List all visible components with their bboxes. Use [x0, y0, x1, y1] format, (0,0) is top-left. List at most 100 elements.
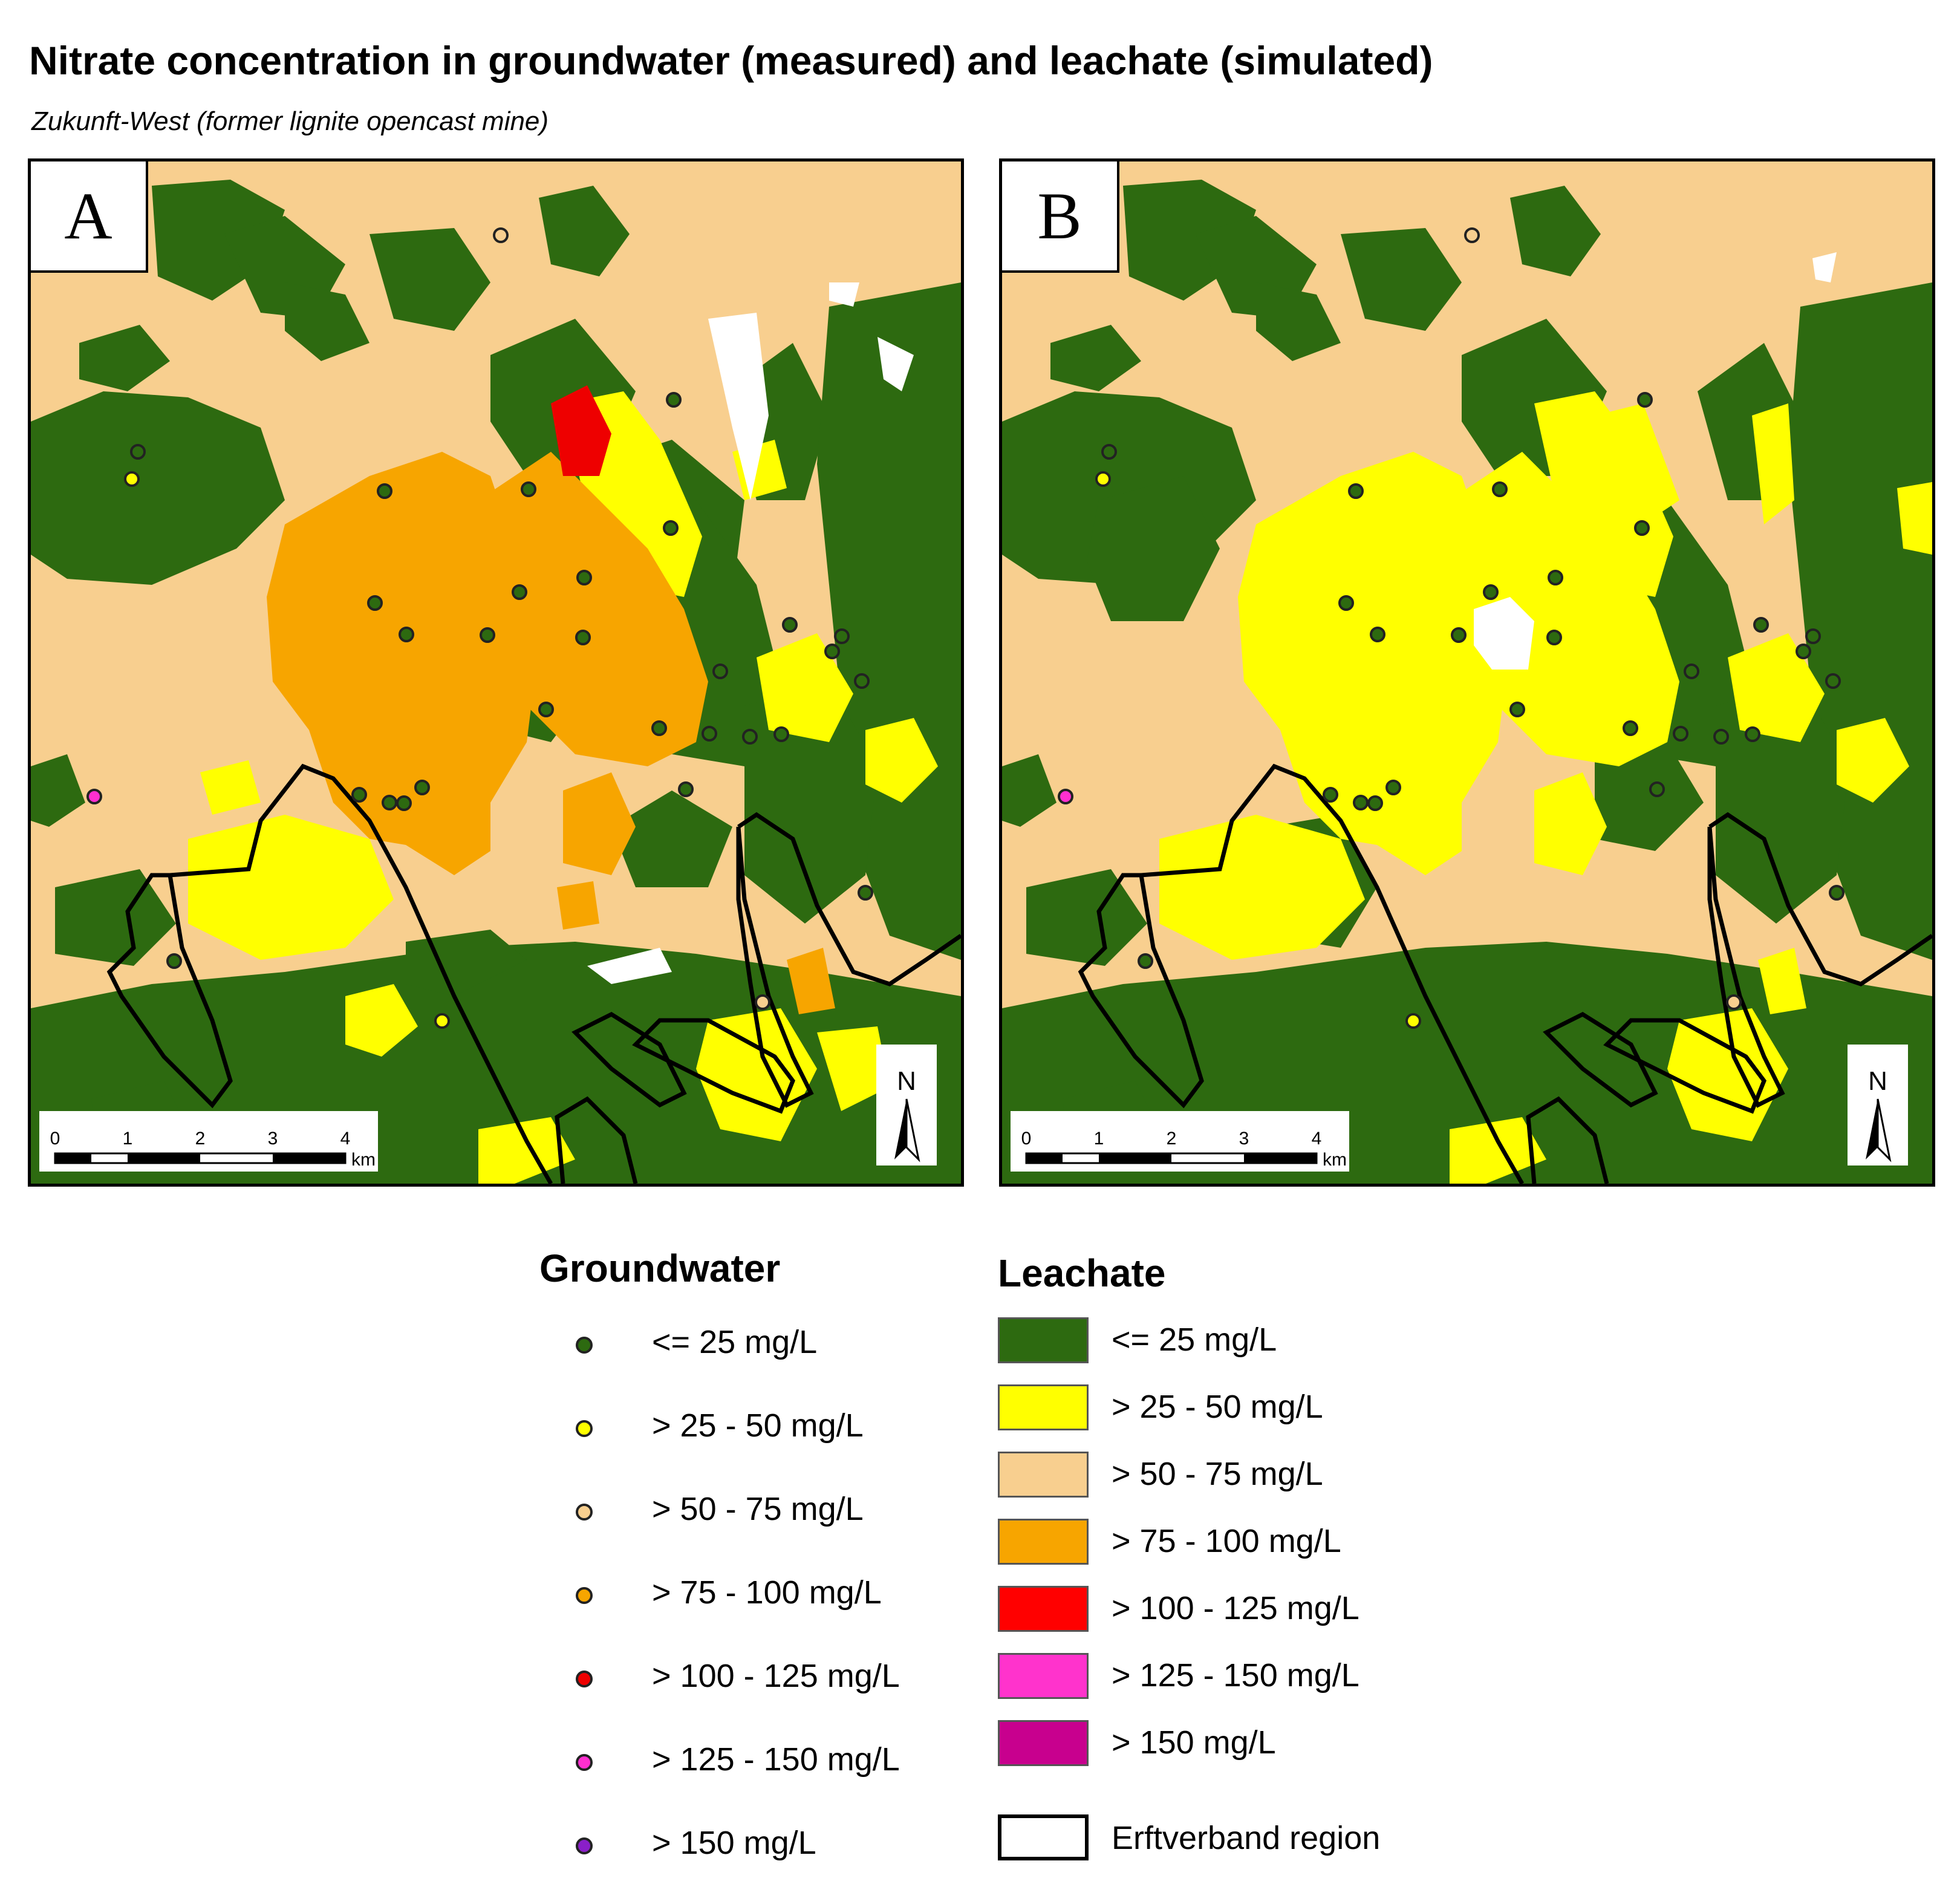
well-point	[702, 726, 717, 742]
well-point	[414, 780, 430, 795]
well-point	[493, 227, 509, 243]
well-point	[480, 627, 495, 643]
well-point	[575, 630, 591, 645]
zone-25-50	[1159, 391, 1932, 1184]
well-point	[742, 729, 758, 745]
legend-leachate-swatch	[998, 1384, 1089, 1430]
scale-tick: 3	[268, 1129, 278, 1149]
well-point	[1726, 994, 1742, 1010]
well-point	[1623, 720, 1638, 736]
well-point	[1058, 789, 1073, 804]
legend-groundwater-marker	[576, 1754, 593, 1771]
well-point	[1353, 795, 1369, 810]
legend-groundwater-marker	[576, 1671, 593, 1687]
map-panel-b[interactable]: 0 1 2 3 4 km N B	[999, 158, 1935, 1187]
legend-groundwater-title: Groundwater	[539, 1247, 781, 1290]
well-point	[1829, 885, 1844, 901]
legend-region-swatch	[998, 1814, 1089, 1860]
legend-groundwater-label: > 50 - 75 mg/L	[652, 1491, 864, 1527]
legend-leachate-label: > 150 mg/L	[1112, 1724, 1276, 1761]
groundwater-points[interactable]	[86, 227, 873, 1029]
legend-groundwater-marker	[576, 1337, 593, 1354]
erftverband-outline	[106, 763, 961, 1184]
legend-groundwater-marker	[576, 1587, 593, 1604]
well-point	[399, 627, 414, 642]
zone-100-125	[551, 385, 611, 476]
scale-tick: 3	[1239, 1129, 1249, 1149]
legend-groundwater-label: > 25 - 50 mg/L	[652, 1407, 864, 1444]
well-point	[521, 481, 536, 497]
scale-tick: 1	[123, 1129, 133, 1149]
well-point	[651, 720, 667, 736]
zone-no-data	[1474, 252, 1837, 670]
well-point	[1323, 787, 1338, 803]
well-point	[1509, 702, 1525, 717]
well-point	[782, 617, 798, 633]
well-point	[824, 644, 840, 659]
map-b-canvas: 0 1 2 3 4 km N	[1002, 161, 1932, 1184]
well-point	[1548, 570, 1563, 585]
well-point	[576, 570, 592, 585]
well-point	[1370, 627, 1385, 642]
legend-leachate-label: > 75 - 100 mg/L	[1112, 1523, 1341, 1559]
scalebar	[1011, 1111, 1349, 1172]
well-point	[1451, 627, 1467, 643]
legend-groundwater-label: > 125 - 150 mg/L	[652, 1741, 900, 1778]
scale-tick: 4	[1312, 1129, 1322, 1149]
well-point	[1385, 780, 1401, 795]
well-point	[854, 673, 870, 689]
well-point	[773, 726, 789, 742]
scale-tick: 0	[50, 1129, 60, 1149]
north-label: N	[897, 1066, 916, 1096]
well-point	[396, 795, 412, 811]
map-panel-a[interactable]: 0 1 2 3 4 km N A	[28, 158, 964, 1187]
well-point	[1405, 1013, 1421, 1029]
well-point	[377, 483, 392, 499]
legend-region-label: Erftverband region	[1112, 1820, 1381, 1856]
legend-leachate-swatch	[998, 1452, 1089, 1498]
north-label: N	[1868, 1066, 1887, 1096]
legend-groundwater-marker	[576, 1837, 593, 1854]
well-point	[124, 471, 140, 487]
well-point	[1367, 795, 1383, 811]
legend-leachate-swatch	[998, 1519, 1089, 1565]
scale-tick: 2	[1167, 1129, 1177, 1149]
zone-le-25	[31, 180, 961, 1184]
well-point	[367, 595, 383, 611]
legend-groundwater-label: > 75 - 100 mg/L	[652, 1574, 882, 1611]
well-point	[130, 444, 146, 460]
well-point	[1805, 628, 1821, 644]
well-point	[1649, 781, 1665, 797]
figure-subtitle: Zukunft-West (former lignite opencast mi…	[31, 106, 549, 136]
well-point	[1338, 595, 1354, 611]
legend-leachate-swatch	[998, 1317, 1089, 1363]
well-point	[1464, 227, 1480, 243]
legend-leachate-label: > 125 - 150 mg/L	[1112, 1657, 1359, 1694]
north-arrow	[876, 1045, 937, 1165]
well-point	[834, 628, 850, 644]
legend-groundwater-marker	[576, 1504, 593, 1521]
well-point	[1637, 392, 1653, 408]
well-point	[1825, 673, 1841, 689]
well-point	[666, 392, 682, 408]
legend-leachate-swatch	[998, 1586, 1089, 1632]
well-point	[86, 789, 102, 804]
legend-groundwater-label: <= 25 mg/L	[652, 1324, 818, 1360]
legend-groundwater-marker	[576, 1420, 593, 1437]
well-point	[1101, 444, 1117, 460]
groundwater-points[interactable]	[1058, 227, 1844, 1029]
well-point	[755, 994, 770, 1010]
legend-groundwater-label: > 100 - 125 mg/L	[652, 1658, 900, 1694]
scale-unit: km	[1323, 1150, 1347, 1170]
well-point	[858, 885, 873, 901]
legend-leachate-swatch	[998, 1720, 1089, 1766]
well-point	[678, 781, 694, 797]
well-point	[1492, 481, 1508, 497]
map-a-canvas: 0 1 2 3 4 km N	[31, 161, 961, 1184]
well-point	[1745, 726, 1760, 742]
well-point	[538, 702, 554, 717]
legend-groundwater-label: > 150 mg/L	[652, 1825, 816, 1861]
erftverband-outline	[1078, 763, 1932, 1184]
scale-tick: 4	[340, 1129, 351, 1149]
panel-label-b: B	[1002, 161, 1119, 273]
